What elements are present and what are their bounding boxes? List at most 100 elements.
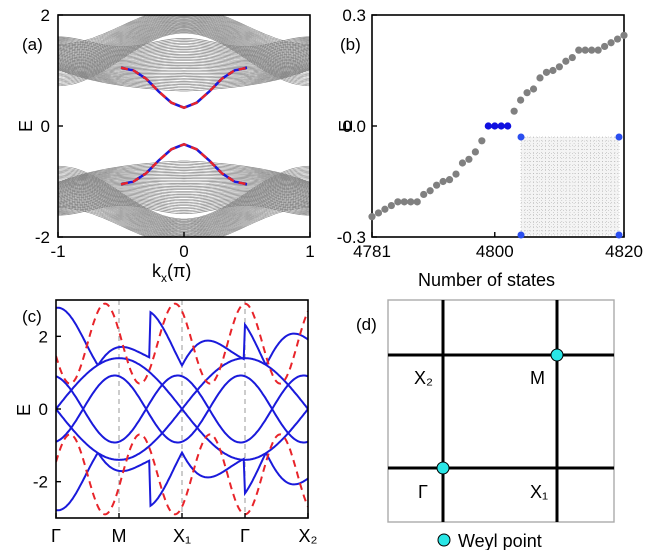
- bulk-state-point: [426, 187, 434, 195]
- bulk-band-low: [58, 199, 310, 237]
- bulk-band-high: [58, 15, 310, 52]
- bulk-state-point: [458, 159, 467, 167]
- panel-d: (d) X₂ M Γ X₁ Weyl point: [356, 299, 615, 550]
- bulk-band-upper: [58, 45, 310, 60]
- band-central-3: [56, 374, 308, 444]
- bulk-band-lower: [58, 170, 310, 188]
- bulk-band-lower: [58, 180, 310, 196]
- bulk-band-lower: [58, 193, 310, 208]
- bulk-state-point: [465, 155, 473, 163]
- bulk-state-point: [368, 213, 376, 221]
- bulk-band-upper: [58, 48, 310, 64]
- panel-c: -2 0 2 Γ M X₁ Γ X₂ (c) E: [14, 299, 318, 546]
- panel-a-ticks: -1 0 1 -2 0 2: [35, 6, 315, 261]
- band-dashed-lower: [56, 433, 308, 516]
- bulk-band-lower: [58, 188, 310, 204]
- bulk-band-upper: [58, 53, 310, 68]
- bulk-band-low: [58, 180, 310, 229]
- bulk-band-upper: [58, 51, 310, 66]
- bulk-band-upper: [58, 57, 310, 73]
- bulk-band-lower: [58, 178, 310, 194]
- bulk-band-upper: [58, 41, 310, 55]
- bulk-band-high: [58, 15, 310, 50]
- panel-b-xtick-label: 4820: [605, 242, 643, 261]
- bulk-band-high: [58, 15, 310, 47]
- panel-c-xtick-label: Γ: [240, 526, 250, 546]
- panel-d-label-x2: X₂: [414, 368, 433, 388]
- bulk-state-point: [445, 176, 454, 184]
- weyl-point-gamma: [436, 461, 450, 475]
- panel-a-ytick-label: -2: [35, 228, 50, 247]
- panel-a-xlabel: kx(π): [152, 261, 191, 285]
- bulk-state-point: [394, 198, 402, 206]
- legend-weyl-marker: [437, 533, 451, 547]
- bulk-band-upper: [58, 68, 310, 90]
- bulk-band-upper: [58, 54, 310, 70]
- bulk-band-low: [58, 200, 310, 237]
- zero-mode-point: [491, 122, 499, 130]
- bulk-band-upper: [58, 64, 310, 82]
- bulk-state-point: [523, 89, 531, 97]
- bulk-band-upper: [58, 47, 310, 63]
- zero-mode-point: [497, 122, 505, 130]
- bulk-band-lower: [58, 165, 310, 186]
- inset-corner-state: [615, 231, 623, 239]
- bulk-state-point: [607, 39, 615, 47]
- bulk-state-point: [478, 137, 486, 145]
- bulk-band-upper: [58, 46, 310, 61]
- panel-c-label: (c): [22, 307, 42, 326]
- edge-band-red-dashed: [120, 143, 248, 186]
- bulk-state-point: [529, 85, 538, 93]
- bulk-band-upper: [58, 62, 310, 79]
- panel-b-xtick-label: 4781: [353, 242, 391, 261]
- bulk-band-lower: [58, 160, 310, 183]
- bulk-band-upper: [58, 49, 310, 65]
- bulk-band-lower: [58, 184, 310, 199]
- bulk-band-lower: [58, 173, 310, 190]
- bulk-band-upper: [58, 42, 310, 56]
- panel-c-xtick-label: Γ: [51, 526, 61, 546]
- panel-a-xtick-label: 1: [305, 242, 314, 261]
- bulk-band-lower: [58, 167, 310, 187]
- bulk-band-lower: [58, 202, 310, 215]
- bulk-state-point: [517, 96, 525, 104]
- bulk-band-upper: [58, 36, 310, 48]
- bulk-band-lower: [58, 196, 310, 210]
- panel-c-ticks: -2 0 2 Γ M X₁ Γ X₂: [33, 327, 318, 546]
- bulk-state-point: [542, 68, 551, 76]
- bulk-band-lower: [58, 174, 310, 191]
- bulk-band-upper: [58, 40, 310, 54]
- bulk-band-upper: [58, 63, 310, 81]
- bulk-band-high: [58, 22, 310, 69]
- bulk-band-low: [58, 203, 310, 237]
- bulk-band-lower: [58, 201, 310, 214]
- bulk-band-low: [58, 204, 310, 237]
- bulk-band-lower: [58, 194, 310, 209]
- panel-d-label-gamma: Γ: [418, 482, 428, 502]
- bulk-band-lower: [58, 181, 310, 197]
- bulk-band-lower: [58, 171, 310, 189]
- bulk-band-low: [58, 202, 310, 237]
- bulk-band-lower: [58, 187, 310, 203]
- legend-weyl-label: Weyl point: [458, 531, 542, 550]
- band-dashed-upper: [56, 302, 308, 385]
- panel-b: 4781 4800 4820 -0.3 0.0 0.3 (b) E Number of s…: [336, 6, 643, 290]
- bulk-band-upper: [58, 64, 310, 84]
- bulk-band-low: [58, 185, 310, 232]
- bulk-band-upper: [58, 38, 310, 51]
- bulk-band-upper: [58, 37, 310, 49]
- zero-mode-point: [484, 122, 492, 130]
- panel-c-ytick-label: -2: [33, 473, 48, 492]
- bulk-state-point: [420, 190, 428, 199]
- bulk-band-upper: [58, 61, 310, 78]
- panel-a-xlabel-sub: x: [161, 271, 167, 285]
- panel-c-ylabel: E: [14, 404, 34, 416]
- panel-c-ytick-label: 0: [39, 400, 48, 419]
- bulk-band-low: [58, 182, 310, 230]
- bulk-band-upper: [58, 56, 310, 72]
- bulk-state-point: [413, 198, 421, 206]
- bulk-band-high: [58, 15, 310, 49]
- bulk-state-point: [439, 177, 447, 186]
- bulk-band-lower: [58, 199, 310, 213]
